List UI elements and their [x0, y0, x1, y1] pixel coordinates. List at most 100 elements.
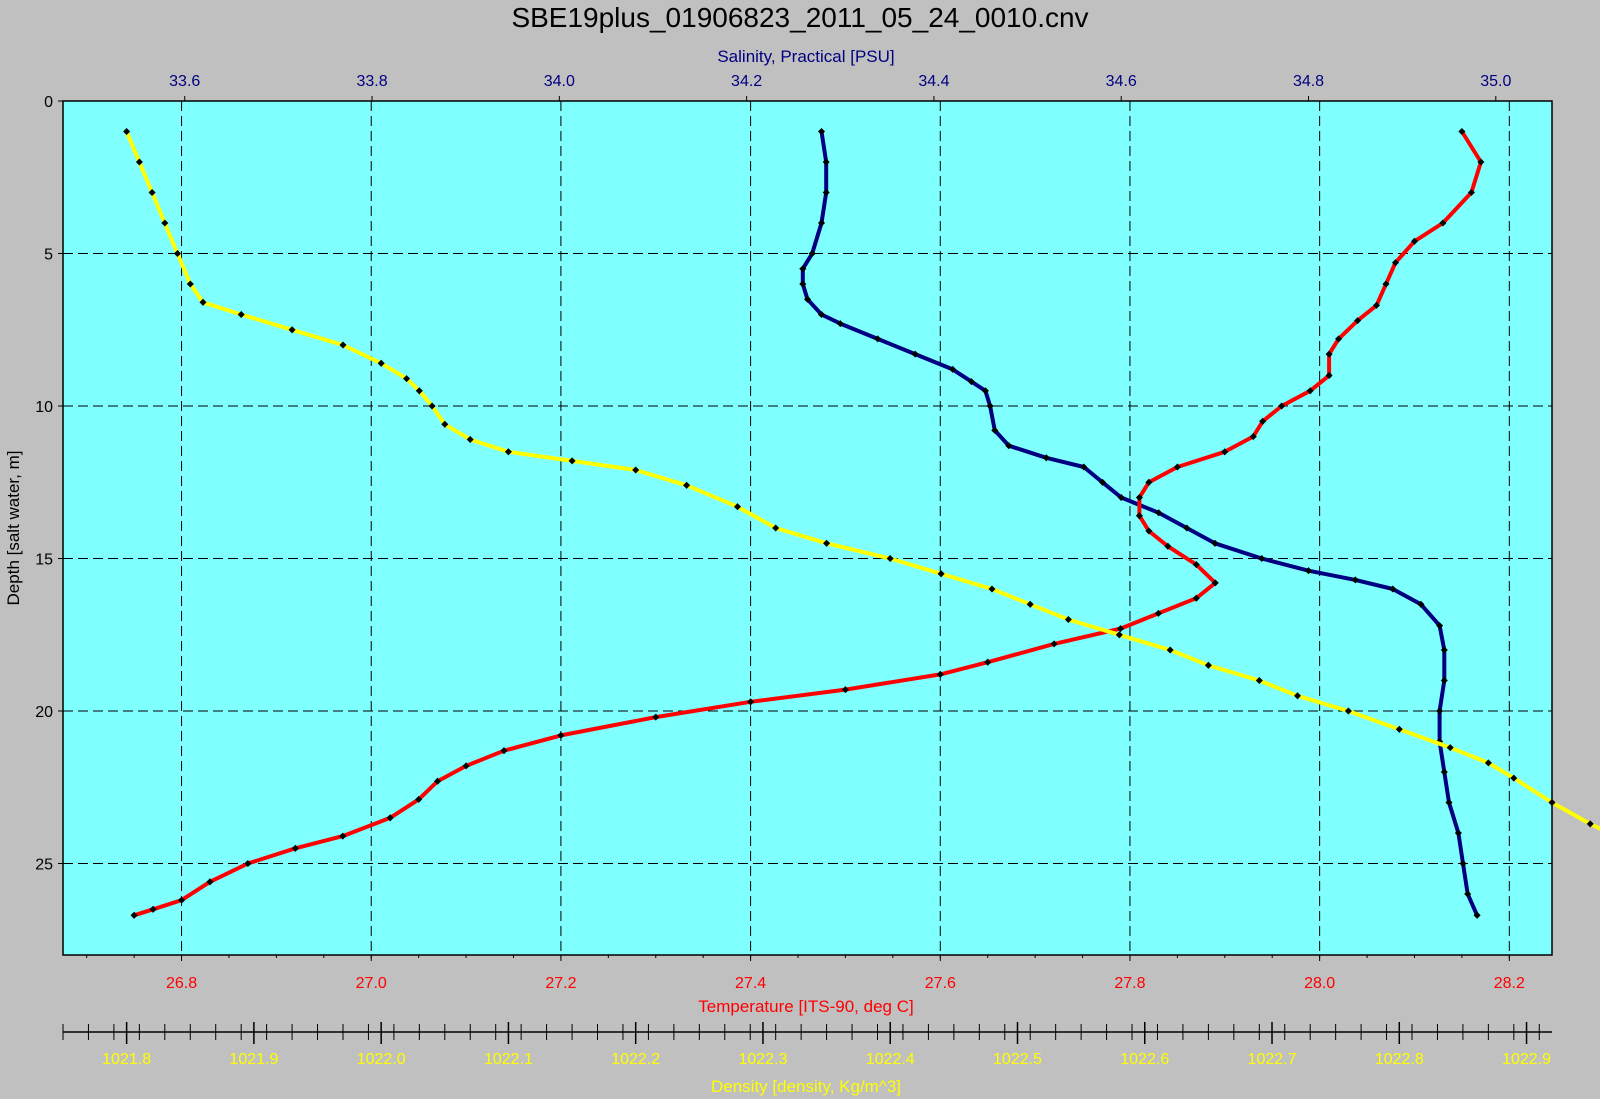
temperature-tick-label: 28.2	[1494, 975, 1525, 992]
temperature-point	[557, 731, 565, 739]
density-tick-label: 1021.9	[229, 1051, 278, 1068]
density-point	[683, 481, 691, 489]
temperature-point	[434, 777, 442, 785]
density-point	[632, 466, 640, 474]
temperature-point	[415, 795, 423, 803]
density-point	[403, 375, 411, 383]
salinity-point	[874, 335, 882, 343]
salinity-point	[986, 402, 994, 410]
density-tick-label: 1022.9	[1502, 1051, 1551, 1068]
density-point	[123, 127, 131, 136]
y-tick-label: 10	[35, 399, 53, 416]
density-tick-label: 1022.0	[357, 1051, 406, 1068]
density-point	[504, 448, 512, 456]
salinity-axis-label: Salinity, Practical [PSU]	[717, 47, 894, 66]
temperature-tick-label: 27.8	[1114, 975, 1145, 992]
salinity-point	[799, 265, 807, 273]
density-tick-label: 1022.3	[738, 1051, 787, 1068]
temperature-point	[984, 658, 992, 666]
salinity-tick-label: 33.8	[356, 73, 387, 90]
y-tick-label: 5	[44, 247, 53, 264]
density-point	[937, 570, 945, 578]
salinity-tick-label: 33.6	[169, 73, 200, 90]
temperature-point	[206, 878, 214, 886]
temperature-point	[462, 762, 470, 770]
salinity-point	[991, 426, 999, 434]
density-point	[186, 280, 194, 288]
y-tick-label: 25	[35, 857, 53, 874]
temperature-point	[747, 698, 755, 706]
density-tick-label: 1022.6	[1120, 1051, 1169, 1068]
salinity-tick-label: 34.4	[918, 73, 949, 90]
temperature-tick-label: 27.4	[735, 975, 766, 992]
salinity-point	[817, 219, 826, 227]
temperature-point	[652, 713, 660, 721]
temperature-point	[500, 747, 508, 755]
depth-axis-label: Depth [salt water, m]	[4, 451, 23, 606]
chart-title: SBE19plus_01906823_2011_05_24_0010.cnv	[511, 2, 1089, 33]
axes: 0 5 10 15 20 25 26.8 27.0 27.2 27.4 27.6 27.8 28.0 28…	[35, 73, 1552, 1068]
temperature-point	[386, 814, 394, 822]
density-tick-label: 1021.8	[102, 1051, 151, 1068]
temperature-point	[178, 896, 186, 904]
salinity-tick-label: 34.6	[1106, 73, 1137, 90]
density-point	[288, 326, 296, 334]
density-point	[135, 158, 143, 166]
temperature-point	[339, 832, 347, 840]
density-tick-label: 1022.1	[484, 1051, 533, 1068]
density-point	[441, 420, 449, 428]
plot-area	[62, 100, 1553, 956]
salinity-point	[822, 188, 830, 197]
density-point	[377, 359, 385, 367]
density-point	[173, 249, 182, 258]
salinity-point	[911, 350, 919, 358]
density-point	[772, 524, 780, 532]
density-point	[568, 457, 576, 465]
temperature-point	[244, 859, 252, 868]
series	[123, 127, 1600, 919]
temperature-point	[149, 905, 157, 913]
temperature-tick-label: 26.8	[166, 975, 197, 992]
salinity-point	[822, 158, 830, 166]
density-point	[886, 554, 894, 563]
y-tick-label: 0	[44, 94, 53, 111]
temperature-point	[291, 844, 299, 852]
salinity-point	[1005, 442, 1013, 450]
salinity-point	[803, 295, 812, 303]
temperature-point	[936, 670, 944, 678]
density-tick-label: 1022.5	[993, 1051, 1042, 1068]
salinity-point	[967, 378, 975, 386]
grid	[63, 101, 1552, 955]
temperature-point	[841, 686, 849, 694]
density-tick-label: 1022.2	[611, 1051, 660, 1068]
salinity-tick-label: 34.0	[544, 73, 575, 90]
density-tick-label: 1022.4	[866, 1051, 915, 1068]
temperature-tick-label: 27.2	[545, 975, 576, 992]
density-point	[988, 585, 996, 593]
density-point	[339, 341, 347, 349]
salinity-tick-label: 34.8	[1293, 73, 1324, 90]
density-point	[466, 435, 474, 444]
salinity-tick-label: 34.2	[731, 73, 762, 90]
y-tick-label: 15	[35, 552, 53, 569]
density-point	[428, 402, 436, 410]
temperature-tick-label: 28.0	[1304, 975, 1335, 992]
salinity-tick-label: 35.0	[1480, 73, 1511, 90]
temperature-tick-label: 27.6	[925, 975, 956, 992]
temperature-tick-label: 27.0	[356, 975, 387, 992]
density-point	[161, 219, 169, 227]
temperature-axis-label: Temperature [ITS-90, deg C]	[698, 997, 913, 1016]
density-point	[148, 188, 156, 197]
salinity-point	[836, 320, 844, 328]
salinity-point	[817, 127, 826, 136]
density-point	[823, 539, 831, 547]
density-point	[237, 310, 245, 319]
salinity-point	[817, 310, 826, 319]
salinity-point	[808, 249, 816, 258]
temperature-point	[130, 911, 138, 919]
density-tick-label: 1022.7	[1248, 1051, 1297, 1068]
density-axis-label: Density [density, Kg/m^3]	[711, 1077, 901, 1096]
density-tick-label: 1022.8	[1375, 1051, 1424, 1068]
density-point	[199, 298, 207, 306]
density-point	[415, 387, 423, 395]
